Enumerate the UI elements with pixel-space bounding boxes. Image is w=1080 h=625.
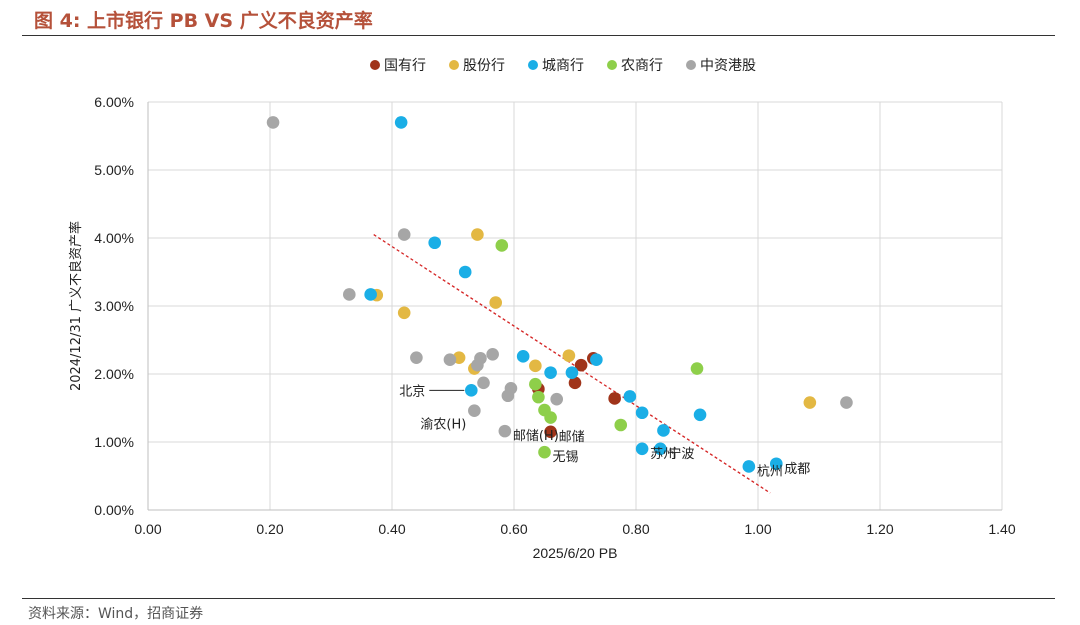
data-point (544, 366, 557, 379)
legend-marker (449, 60, 459, 70)
x-tick-label: 0.00 (134, 521, 161, 537)
data-point (532, 390, 545, 404)
data-point (458, 265, 472, 279)
data-point (538, 445, 551, 459)
data-point (477, 376, 490, 390)
data-point (410, 351, 423, 364)
x-tick-label: 1.20 (866, 521, 893, 537)
data-point (608, 392, 621, 405)
legend-marker (370, 60, 380, 70)
annotation-label: 成都 (784, 462, 810, 477)
data-point (565, 366, 579, 379)
legend-label: 城商行 (542, 58, 584, 74)
y-axis-label: 2024/12/31 广义不良资产率 (68, 221, 84, 391)
data-point (770, 457, 783, 471)
data-point (495, 239, 509, 252)
data-point (443, 353, 457, 367)
data-point (266, 116, 280, 129)
annotation-label: 邮储 (559, 430, 585, 445)
x-tick-label: 0.80 (622, 521, 649, 537)
data-point (623, 390, 637, 403)
grid-lines (148, 101, 1003, 510)
data-point (343, 288, 356, 301)
y-tick-label: 3.00% (94, 298, 134, 314)
data-point (690, 362, 704, 375)
data-point (486, 347, 499, 361)
data-point (840, 396, 853, 409)
data-point (742, 460, 756, 473)
legend: 国有行 股份行 城商行 农商行 中资港股 (370, 58, 756, 74)
axes: 0.00% 1.00% 2.00% 3.00% 4.00% 5.00% 6.00% 0.00 0… (94, 94, 1016, 537)
legend-marker (686, 60, 696, 70)
annotation-label: 北京 (399, 384, 425, 399)
data-point (428, 236, 442, 250)
data-point (562, 349, 576, 362)
data-point (474, 352, 487, 365)
data-point (544, 425, 557, 439)
annotation-label: 杭州 (757, 464, 783, 479)
data-point (574, 358, 588, 372)
data-point (693, 408, 707, 422)
figure-title: 图 4: 上市银行 PB VS 广义不良资产率 (34, 10, 373, 32)
data-point (529, 377, 542, 391)
legend-label: 股份行 (463, 58, 505, 74)
annotation-label: 邮储(H) (513, 429, 559, 444)
data-point (397, 306, 411, 320)
data-point (550, 392, 563, 406)
title-rule (22, 35, 1055, 36)
legend-label: 中资港股 (700, 58, 756, 74)
data-point (635, 406, 649, 420)
data-point (590, 353, 603, 367)
annotation-label: 渝农(H) (420, 417, 466, 433)
annotation-label: 无锡 (553, 450, 579, 465)
footer-rule (22, 598, 1055, 599)
trendline (373, 234, 771, 494)
data-point (465, 384, 478, 397)
data-point (614, 418, 628, 432)
annotation-label: 苏州 (650, 446, 676, 462)
trendline-line (373, 234, 771, 494)
data-point (516, 350, 530, 363)
x-tick-label: 0.20 (256, 521, 283, 537)
data-point (544, 411, 557, 424)
data-point (397, 228, 411, 241)
x-tick-label: 1.40 (988, 521, 1015, 537)
data-point (657, 424, 670, 437)
data-point (504, 381, 518, 395)
y-tick-label: 4.00% (94, 230, 134, 246)
legend-marker (528, 60, 538, 70)
x-tick-label: 0.40 (378, 521, 405, 537)
data-points (266, 116, 853, 473)
legend-label: 国有行 (384, 58, 426, 74)
data-point (635, 442, 649, 456)
data-point (394, 116, 408, 129)
x-axis-label: 2025/6/20 PB (533, 545, 618, 561)
y-tick-label: 1.00% (94, 434, 134, 450)
data-point (471, 228, 484, 241)
legend-marker (607, 60, 617, 70)
x-tick-label: 1.00 (744, 521, 771, 537)
y-tick-label: 0.00% (94, 502, 134, 518)
data-point (364, 288, 377, 301)
data-point (529, 359, 542, 373)
annotation-label: 宁波 (668, 446, 694, 462)
data-point (489, 296, 503, 309)
data-point (498, 424, 512, 438)
y-tick-label: 2.00% (94, 366, 134, 382)
x-tick-label: 0.60 (500, 521, 527, 537)
y-tick-label: 6.00% (94, 94, 134, 110)
data-point (568, 376, 582, 390)
data-point (468, 404, 481, 418)
y-tick-label: 5.00% (94, 162, 134, 178)
legend-label: 农商行 (621, 58, 663, 74)
source-note: 资料来源：Wind，招商证券 (28, 606, 204, 622)
data-point (654, 442, 667, 456)
data-point (803, 396, 817, 409)
